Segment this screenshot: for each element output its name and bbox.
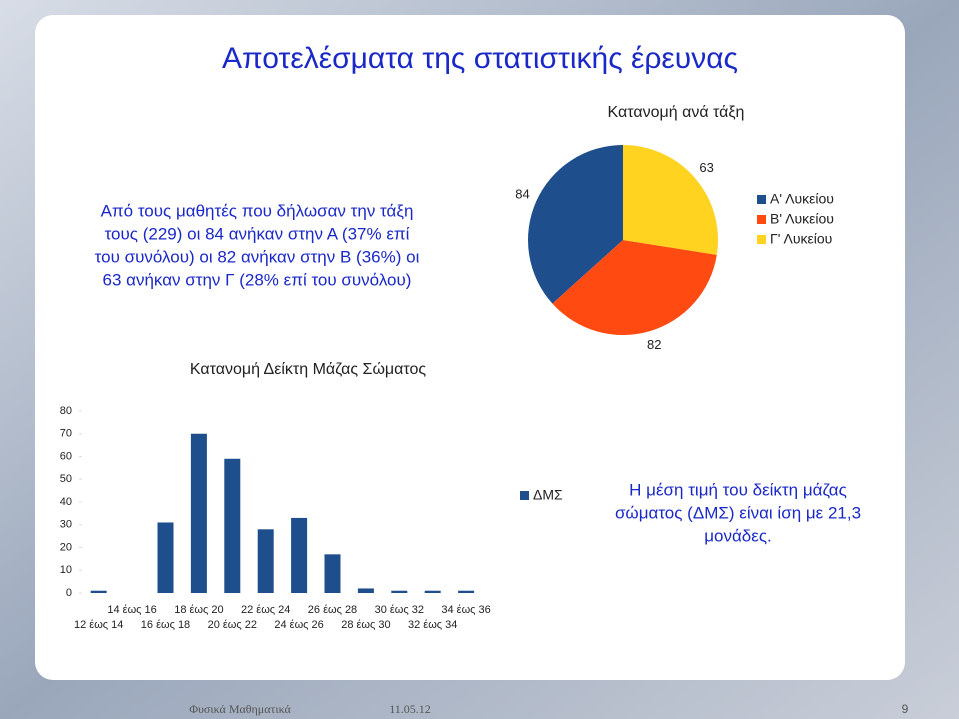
y-tick-label: 70 bbox=[60, 428, 72, 440]
page-number: 9 bbox=[902, 702, 909, 716]
bar bbox=[324, 554, 341, 593]
y-tick-label: 20 bbox=[60, 541, 72, 553]
legend-swatch bbox=[757, 215, 766, 224]
bar bbox=[291, 517, 308, 593]
data-label: 82 bbox=[647, 337, 661, 352]
note-text: Η μέση τιμή του δείκτη μάζας bbox=[629, 480, 847, 499]
y-tick-label: 30 bbox=[60, 519, 72, 531]
bar bbox=[224, 458, 241, 593]
bar bbox=[190, 433, 207, 593]
note-text: μονάδες. bbox=[704, 526, 772, 545]
legend-swatch bbox=[520, 491, 529, 500]
legend-label: Γ' Λυκείου bbox=[770, 231, 832, 247]
bar bbox=[357, 588, 374, 593]
y-tick-label: 80 bbox=[60, 405, 72, 417]
y-tick-label: 50 bbox=[60, 473, 72, 485]
x-tick-label: 34 έως 36 bbox=[441, 604, 490, 616]
x-tick-label: 30 έως 32 bbox=[375, 604, 424, 616]
x-tick-label: 12 έως 14 bbox=[74, 619, 123, 631]
legend-swatch bbox=[757, 235, 766, 244]
bar bbox=[257, 529, 274, 593]
data-label: 84 bbox=[515, 187, 529, 202]
legend-label: ΔΜΣ bbox=[533, 487, 563, 503]
y-tick-label: 10 bbox=[60, 564, 72, 576]
chart-title: Κατανομή Δείκτη Μάζας Σώματος bbox=[190, 361, 427, 378]
y-tick-label: 60 bbox=[60, 450, 72, 462]
y-tick-label: 0 bbox=[66, 587, 72, 599]
bar bbox=[90, 590, 107, 593]
x-tick-label: 24 έως 26 bbox=[274, 619, 323, 631]
intro-text: του συνόλου) οι 82 ανήκαν στην Β (36%) ο… bbox=[95, 247, 420, 266]
slide-title: Αποτελέσματα της στατιστικής έρευνας bbox=[222, 42, 738, 75]
pie-slice bbox=[528, 145, 623, 304]
legend-swatch bbox=[757, 195, 766, 204]
bar bbox=[157, 522, 174, 593]
x-tick-label: 14 έως 16 bbox=[107, 604, 156, 616]
x-tick-label: 28 έως 30 bbox=[341, 619, 390, 631]
legend-label: Β' Λυκείου bbox=[770, 211, 834, 227]
x-tick-label: 16 έως 18 bbox=[141, 619, 190, 631]
footer: Φυσικά Μαθηματικά bbox=[189, 702, 291, 716]
x-tick-label: 26 έως 28 bbox=[308, 604, 357, 616]
pie-slice bbox=[623, 145, 718, 255]
note-text: σώματος (ΔΜΣ) είναι ίση με 21,3 bbox=[615, 503, 861, 522]
bar bbox=[391, 590, 408, 593]
bar bbox=[424, 590, 441, 593]
x-tick-label: 20 έως 22 bbox=[208, 619, 257, 631]
bar bbox=[458, 590, 475, 593]
date: 11.05.12 bbox=[389, 702, 431, 716]
intro-text: 63 ανήκαν στην Γ (28% επί του συνόλου) bbox=[103, 270, 412, 289]
intro-text: Από τους μαθητές που δήλωσαν την τάξη bbox=[101, 201, 414, 220]
legend-label: Α' Λυκείου bbox=[770, 191, 834, 207]
data-label: 63 bbox=[699, 160, 713, 175]
x-tick-label: 22 έως 24 bbox=[241, 604, 290, 616]
chart-title: Κατανομή ανά τάξη bbox=[608, 104, 745, 121]
x-tick-label: 18 έως 20 bbox=[174, 604, 223, 616]
intro-text: τους (229) οι 84 ανήκαν στην Α (37% επί bbox=[105, 224, 410, 243]
pie-slice bbox=[552, 240, 717, 336]
y-tick-label: 40 bbox=[60, 496, 72, 508]
x-tick-label: 32 έως 34 bbox=[408, 619, 457, 631]
